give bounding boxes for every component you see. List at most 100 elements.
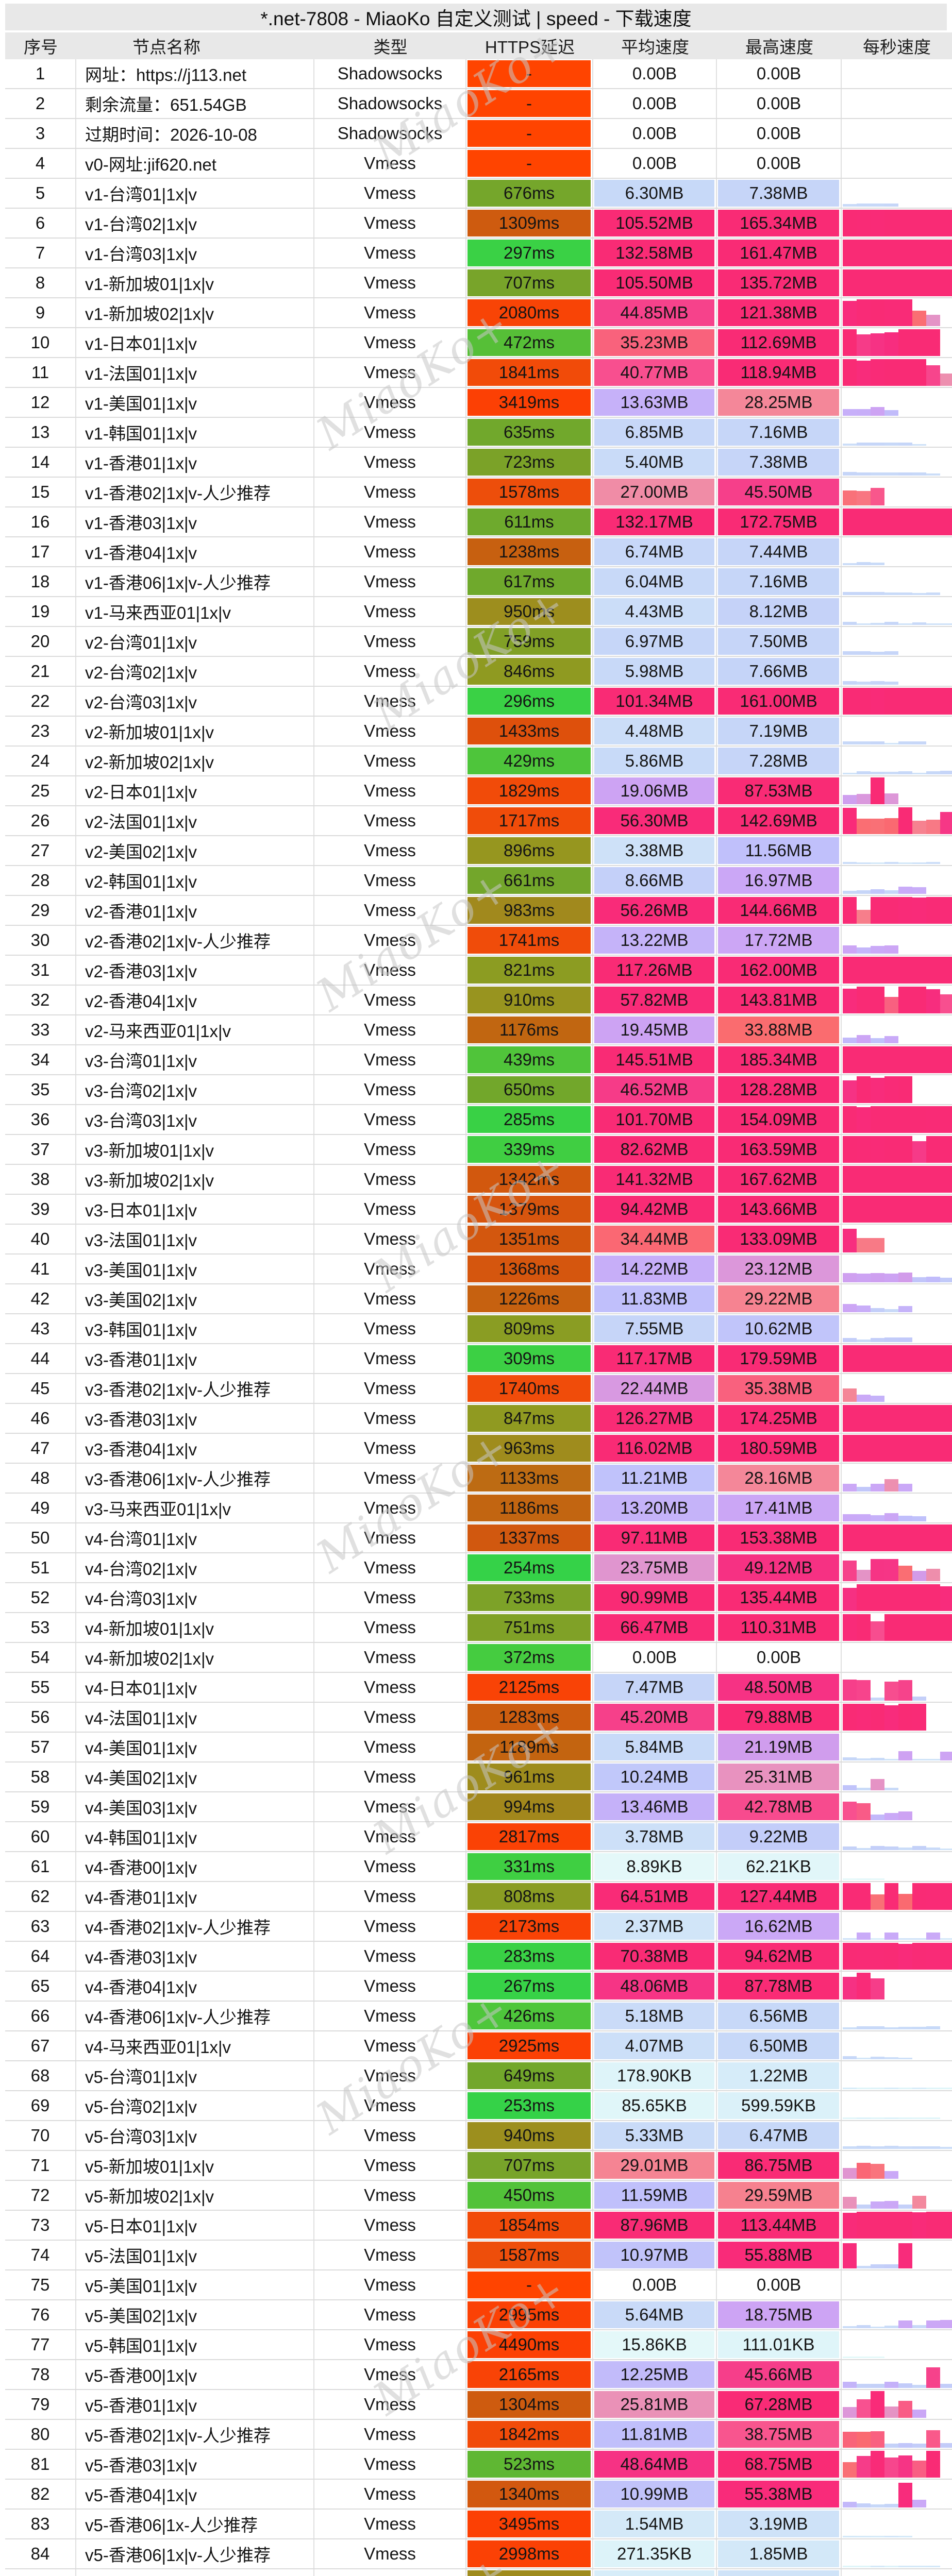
speed-bar — [912, 1943, 926, 1970]
avg-speed-badge: 4.48MB — [594, 718, 714, 744]
speed-bar — [912, 240, 926, 266]
avg-speed-badge: 70.38MB — [594, 1943, 714, 1970]
node-type-cell: Vmess — [314, 149, 466, 178]
max-speed-badge: 6.50MB — [718, 2032, 839, 2059]
per-second-chart — [842, 597, 952, 626]
speed-bar — [940, 994, 952, 1013]
avg-speed-cell: 14.22MB — [593, 1255, 717, 1283]
per-second-histogram — [843, 867, 952, 894]
speed-bar — [940, 1938, 952, 1940]
max-speed-cell: 9.22MB — [717, 1822, 842, 1851]
speed-bar — [871, 1779, 884, 1790]
node-type-cell: Vmess — [314, 1912, 466, 1941]
max-speed-badge: 185.34MB — [718, 1046, 839, 1073]
avg-speed-cell: 29.01MB — [593, 2151, 717, 2180]
speed-bar — [857, 1514, 871, 1521]
per-second-chart — [842, 2211, 952, 2240]
table-row: 45 v3-香港02|1x|v-人少推荐 Vmess 1740ms 22.44MB 35.… — [5, 1374, 952, 1404]
table-row: 37 v3-新加坡01|1x|v Vmess 339ms 82.62MB 163.59MB — [5, 1135, 952, 1165]
speed-bar — [884, 2117, 898, 2119]
speed-bar — [843, 741, 857, 744]
node-type-cell: Shadowsocks — [314, 59, 466, 88]
speed-bar — [843, 359, 857, 386]
speed-bar — [843, 1883, 857, 1910]
latency-badge: 1578ms — [467, 479, 591, 505]
speed-bar — [940, 1849, 952, 1850]
latency-badge: 808ms — [467, 1883, 591, 1910]
row-index-cell: 38 — [5, 1165, 76, 1194]
latency-cell: 821ms — [466, 956, 593, 985]
avg-speed-badge: 117.17MB — [594, 1345, 714, 1372]
max-speed-cell: 7.44MB — [717, 537, 842, 566]
speed-bar — [884, 1883, 898, 1910]
speed-bar — [926, 862, 940, 864]
latency-cell: 523ms — [466, 2450, 593, 2479]
per-second-histogram — [843, 957, 952, 984]
table-row: 82 v5-香港04|1x|v Vmess 1340ms 10.99MB 55.38MB — [5, 2480, 952, 2510]
per-second-chart — [842, 1583, 952, 1612]
max-speed-badge: 133.09MB — [718, 1226, 839, 1252]
speed-bar — [884, 945, 898, 954]
avg-speed-cell: 12.25MB — [593, 2360, 717, 2389]
speed-bar — [857, 509, 871, 535]
speed-bar — [843, 409, 857, 416]
per-second-chart — [842, 1135, 952, 1164]
per-second-chart — [842, 2480, 952, 2509]
speed-bar — [857, 1524, 871, 1551]
node-type-cell: Vmess — [314, 2181, 466, 2210]
per-second-histogram — [843, 1226, 952, 1252]
max-speed-cell: 7.28MB — [717, 747, 842, 775]
avg-speed-cell: 10.24MB — [593, 1762, 717, 1791]
speed-bar — [926, 957, 940, 984]
speed-bar — [843, 1196, 857, 1223]
per-second-histogram — [843, 1704, 952, 1731]
latency-cell: 1337ms — [466, 1523, 593, 1552]
speed-bar — [843, 795, 857, 804]
latency-cell: 2080ms — [466, 298, 593, 327]
node-type-cell: Vmess — [314, 2420, 466, 2449]
speed-bar — [857, 1487, 871, 1492]
table-row: 67 v4-马来西亚01|1x|v Vmess 2925ms 4.07MB 6.50MB — [5, 2031, 952, 2061]
speed-bar — [857, 1878, 871, 1880]
speed-bar — [926, 688, 940, 715]
max-speed-badge: 17.41MB — [718, 1495, 839, 1521]
row-index-cell: 33 — [5, 1015, 76, 1044]
latency-badge: 1854ms — [467, 2212, 591, 2239]
node-name-cell: v5-台湾03|1x|v — [76, 2121, 314, 2150]
table-row: 79 v5-香港01|1x|v Vmess 1304ms 25.81MB 67.28MB — [5, 2390, 952, 2420]
latency-cell: - — [466, 149, 593, 178]
node-type-cell: Vmess — [314, 2480, 466, 2509]
max-speed-cell: 133.09MB — [717, 1225, 842, 1253]
per-second-chart — [842, 2330, 952, 2359]
max-speed-cell: 7.16MB — [717, 418, 842, 447]
max-speed-badge: 29.59MB — [718, 2182, 839, 2209]
node-name-cell: v4-香港06|1x|v-人少推荐 — [76, 2002, 314, 2030]
row-index-cell: 57 — [5, 1733, 76, 1761]
latency-cell: 450ms — [466, 2181, 593, 2210]
table-row: 9 v1-新加坡02|1x|v Vmess 2080ms 44.85MB 121.38MB — [5, 298, 952, 328]
speed-bar — [884, 897, 898, 924]
row-index-cell: 50 — [5, 1523, 76, 1552]
speed-bar — [898, 2088, 912, 2089]
avg-speed-badge: 56.30MB — [594, 807, 714, 834]
latency-badge: 611ms — [467, 509, 591, 535]
avg-speed-cell: 27.00MB — [593, 478, 717, 506]
node-name-cell: v4-马来西亚01|1x|v — [76, 2031, 314, 2060]
speed-bar — [871, 333, 884, 356]
latency-cell: 809ms — [466, 1314, 593, 1343]
row-index-cell: 34 — [5, 1045, 76, 1074]
speed-bar — [857, 987, 871, 1013]
avg-speed-cell: 22.44MB — [593, 1374, 717, 1403]
speed-bar — [884, 1405, 898, 1432]
max-speed-cell: 7.38MB — [717, 448, 842, 477]
max-speed-badge: 10.62MB — [718, 1315, 839, 1342]
avg-speed-badge: 7.47MB — [594, 1674, 714, 1701]
row-index-cell: 29 — [5, 896, 76, 925]
node-type-cell: Vmess — [314, 1195, 466, 1224]
avg-speed-badge: 66.47MB — [594, 1614, 714, 1641]
speed-bar — [843, 1388, 857, 1402]
max-speed-badge: 135.44MB — [718, 1584, 839, 1611]
per-second-chart — [842, 2420, 952, 2449]
avg-speed-cell: 0.00B — [593, 59, 717, 88]
per-second-histogram — [843, 240, 952, 266]
